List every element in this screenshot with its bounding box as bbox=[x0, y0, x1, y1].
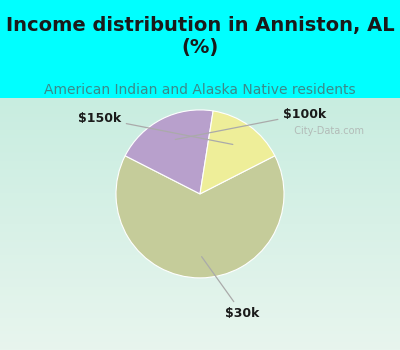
Text: $30k: $30k bbox=[202, 257, 259, 320]
Text: Income distribution in Anniston, AL
(%): Income distribution in Anniston, AL (%) bbox=[6, 16, 394, 57]
Wedge shape bbox=[200, 111, 275, 194]
Wedge shape bbox=[125, 110, 213, 194]
Text: $100k: $100k bbox=[175, 107, 327, 140]
Text: American Indian and Alaska Native residents: American Indian and Alaska Native reside… bbox=[44, 83, 356, 97]
Text: $150k: $150k bbox=[78, 112, 233, 145]
Text: City-Data.com: City-Data.com bbox=[288, 126, 364, 136]
Wedge shape bbox=[116, 156, 284, 278]
